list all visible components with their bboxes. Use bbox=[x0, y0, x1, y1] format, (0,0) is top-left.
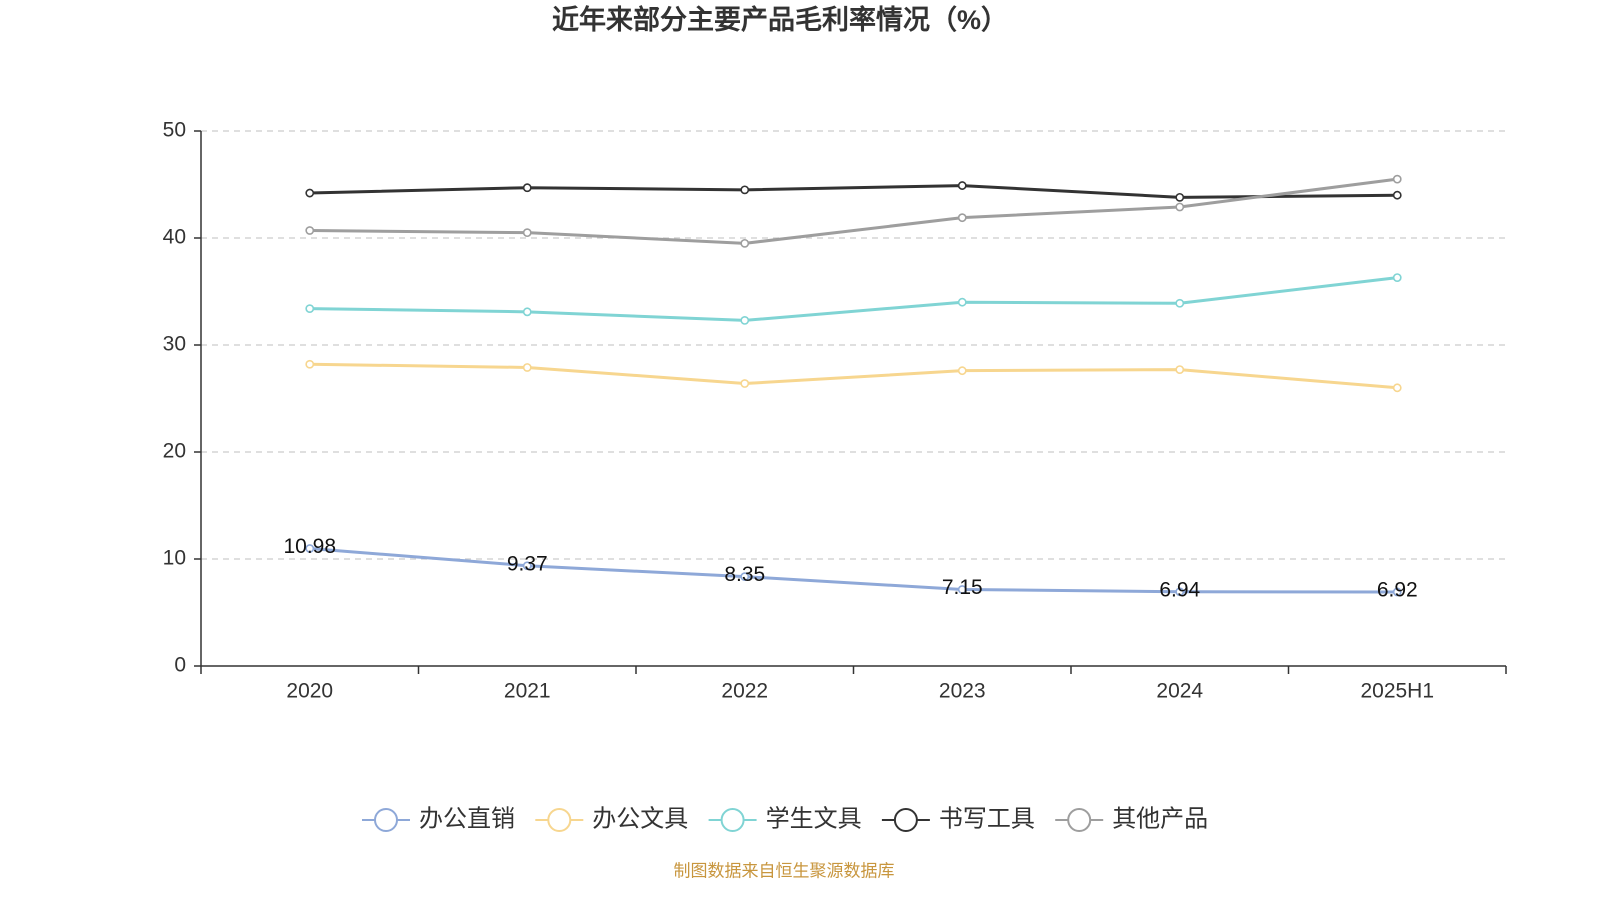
data-point bbox=[740, 315, 750, 325]
legend-item[interactable]: 办公直销 bbox=[362, 805, 515, 832]
y-tick-label: 40 bbox=[163, 226, 186, 249]
grid-layer bbox=[201, 130, 1506, 560]
data-point bbox=[1392, 383, 1402, 393]
data-point bbox=[1175, 587, 1185, 597]
data-point bbox=[522, 307, 532, 317]
series-5 bbox=[305, 174, 1402, 248]
chart-title: 近年来部分主要产品毛利率情况（%） bbox=[552, 4, 1008, 35]
data-point bbox=[957, 585, 967, 594]
data-point bbox=[305, 188, 315, 198]
series-2 bbox=[305, 359, 1402, 393]
legend-item[interactable]: 办公文具 bbox=[535, 805, 688, 832]
x-tick-label: 2022 bbox=[721, 680, 768, 703]
x-tick-label: 2024 bbox=[1156, 680, 1203, 703]
series-4 bbox=[305, 181, 1402, 202]
y-tick-label: 50 bbox=[163, 119, 186, 142]
data-point bbox=[740, 185, 750, 195]
data-point bbox=[957, 213, 967, 223]
data-point bbox=[957, 181, 967, 190]
data-point bbox=[1175, 365, 1185, 375]
data-point bbox=[522, 363, 532, 372]
data-point bbox=[957, 366, 967, 376]
legend-marker-icon bbox=[1055, 808, 1104, 832]
data-point bbox=[1392, 587, 1402, 597]
y-tick-label: 10 bbox=[163, 547, 186, 570]
data-point bbox=[522, 561, 532, 571]
legend-label: 办公文具 bbox=[592, 805, 688, 832]
data-label: 7.15 bbox=[942, 576, 983, 599]
data-point bbox=[1175, 298, 1185, 308]
series-line bbox=[308, 547, 1399, 594]
y-tick-label: 20 bbox=[163, 440, 186, 463]
data-point bbox=[740, 572, 750, 582]
data-point bbox=[305, 544, 315, 553]
legend-label: 书写工具 bbox=[939, 805, 1035, 832]
data-point bbox=[1392, 273, 1402, 282]
data-point bbox=[305, 359, 315, 369]
legend-label: 其他产品 bbox=[1112, 805, 1208, 832]
legend-marker-circle bbox=[1067, 808, 1092, 832]
legend-marker-icon bbox=[535, 808, 584, 832]
legend-marker-icon bbox=[362, 808, 410, 832]
x-tick-label: 2025H1 bbox=[1360, 680, 1434, 703]
data-point bbox=[740, 238, 750, 248]
data-label: 9.37 bbox=[507, 552, 548, 575]
data-point bbox=[957, 297, 967, 307]
series-layer bbox=[305, 174, 1402, 597]
x-tick-label: 2020 bbox=[286, 680, 333, 703]
x-tick-label: 2023 bbox=[939, 680, 986, 703]
y-tick-label: 0 bbox=[174, 654, 186, 677]
legend-label: 办公直销 bbox=[419, 805, 515, 832]
data-point bbox=[1175, 202, 1185, 212]
data-point bbox=[1392, 190, 1402, 200]
legend-marker-circle bbox=[893, 808, 918, 832]
axis-layer: 0 10 20 30 40 50 2020 2021 2022 2023 2024 2025H1 bbox=[163, 119, 1507, 703]
y-tick-label: 30 bbox=[163, 333, 186, 356]
data-point bbox=[1392, 174, 1402, 184]
data-label-layer: 10.98 9.37 8.35 7.15 6.94 6.92 bbox=[283, 535, 1417, 601]
legend-marker-circle bbox=[547, 808, 572, 832]
series-line bbox=[308, 184, 1399, 199]
series-line bbox=[308, 362, 1399, 390]
data-point bbox=[1175, 192, 1185, 202]
data-point bbox=[305, 304, 315, 314]
data-label: 8.35 bbox=[724, 563, 765, 586]
legend-label: 学生文具 bbox=[766, 805, 862, 832]
legend-item[interactable]: 其他产品 bbox=[1055, 805, 1208, 832]
data-label: 10.98 bbox=[283, 535, 336, 558]
series-3 bbox=[305, 273, 1402, 325]
data-label: 6.92 bbox=[1377, 579, 1418, 602]
data-point bbox=[305, 226, 315, 235]
series-line bbox=[308, 276, 1399, 322]
data-point bbox=[522, 183, 532, 193]
legend: 办公直销 办公文具 学生文具 书写工具 其他产品 bbox=[362, 805, 1208, 832]
series-1 bbox=[305, 544, 1402, 597]
legend-item[interactable]: 学生文具 bbox=[708, 805, 862, 832]
legend-marker-icon bbox=[881, 808, 930, 832]
data-point bbox=[522, 228, 532, 238]
data-point bbox=[740, 379, 750, 388]
x-tick-label: 2021 bbox=[504, 680, 551, 703]
legend-marker-icon bbox=[708, 808, 757, 832]
legend-item[interactable]: 书写工具 bbox=[881, 805, 1035, 832]
data-label: 6.94 bbox=[1159, 578, 1200, 601]
legend-marker-circle bbox=[374, 808, 398, 832]
legend-marker-circle bbox=[720, 808, 745, 832]
source-note: 制图数据来自恒生聚源数据库 bbox=[674, 861, 895, 880]
series-line bbox=[308, 177, 1399, 245]
